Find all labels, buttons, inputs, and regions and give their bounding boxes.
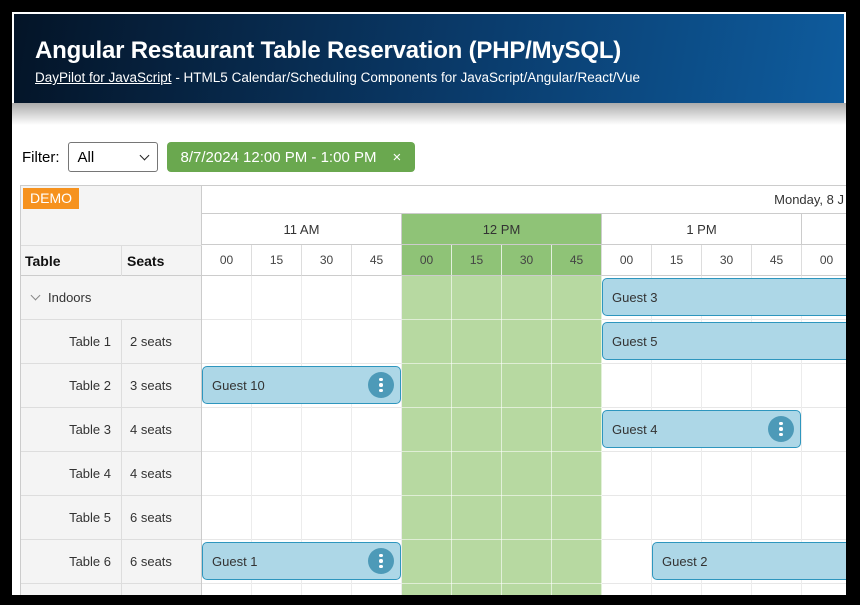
- table-seats: 4 seats: [121, 452, 201, 495]
- event-label: Guest 4: [612, 421, 658, 437]
- table-name: Table 3: [69, 422, 111, 437]
- minute-header: 30: [302, 245, 352, 276]
- hour-header-11am: 11 AM: [202, 214, 402, 245]
- app-page: Angular Restaurant Table Reservation (PH…: [12, 12, 846, 595]
- row-header-table-4: Table 4 4 seats: [21, 452, 201, 496]
- filter-label: Filter:: [22, 148, 60, 166]
- page-subtitle: DayPilot for JavaScript - HTML5 Calendar…: [35, 70, 844, 85]
- time-range-text: 8/7/2024 12:00 PM - 1:00 PM: [180, 148, 377, 166]
- minute-header-selected: 00: [402, 245, 452, 276]
- table-name: Table 1: [69, 334, 111, 349]
- minute-header-row: 00 15 30 45 00 15 30 45 00 15 30 45 00: [202, 245, 846, 276]
- hour-header-partial: [802, 214, 846, 245]
- scheduler-grid[interactable]: Guest 3 Guest 5 Guest 10 Guest 4 Guest 1…: [202, 276, 846, 595]
- row-header-table-6: Table 6 6 seats: [21, 540, 201, 584]
- hour-header-12pm-selected: 12 PM: [402, 214, 602, 245]
- page-title: Angular Restaurant Table Reservation (PH…: [35, 37, 622, 64]
- event-guest-3[interactable]: Guest 3: [602, 278, 846, 316]
- row-header-table-1: Table 1 2 seats: [21, 320, 201, 364]
- minute-header: 30: [702, 245, 752, 276]
- app-header: Angular Restaurant Table Reservation (PH…: [14, 14, 844, 103]
- event-guest-2[interactable]: Guest 2: [652, 542, 846, 580]
- minute-header-selected: 15: [452, 245, 502, 276]
- event-label: Guest 10: [212, 377, 265, 393]
- table-seats: 6 seats: [121, 540, 201, 583]
- table-name: Table 2: [69, 378, 111, 393]
- event-menu-icon[interactable]: [368, 372, 394, 398]
- minute-header: 45: [752, 245, 802, 276]
- header-shadow: [12, 103, 846, 125]
- minute-header: 00: [802, 245, 846, 276]
- table-seats: 4 seats: [121, 408, 201, 451]
- event-label: Guest 5: [612, 333, 658, 349]
- daypilot-link[interactable]: DayPilot for JavaScript: [35, 70, 172, 85]
- event-guest-10[interactable]: Guest 10: [202, 366, 401, 404]
- filter-select[interactable]: All: [67, 142, 158, 172]
- minute-header: 00: [202, 245, 252, 276]
- scheduler: DEMO Table Seats Monday, 8 J 11 AM 12 PM…: [20, 185, 846, 595]
- table-name: Table 4: [69, 466, 111, 481]
- date-header: Monday, 8 J: [202, 186, 846, 214]
- column-headers: Table Seats: [21, 245, 202, 276]
- event-label: Guest 3: [612, 289, 658, 305]
- row-header-table-2: Table 2 3 seats: [21, 364, 201, 408]
- table-seats: [121, 584, 201, 595]
- event-menu-icon[interactable]: [368, 548, 394, 574]
- table-name: Table 5: [69, 510, 111, 525]
- demo-badge: DEMO: [23, 188, 79, 209]
- event-label: Guest 1: [212, 553, 258, 569]
- table-name: Table 6: [69, 554, 111, 569]
- subtitle-text: - HTML5 Calendar/Scheduling Components f…: [171, 70, 641, 85]
- hour-header-1pm: 1 PM: [602, 214, 802, 245]
- minute-header: 15: [652, 245, 702, 276]
- group-row-label: Indoors: [48, 290, 92, 305]
- minute-header: 45: [352, 245, 402, 276]
- row-header-partial: [21, 584, 201, 595]
- table-seats: 6 seats: [121, 496, 201, 539]
- hour-header-row: 11 AM 12 PM 1 PM: [202, 214, 846, 245]
- minute-header: 15: [252, 245, 302, 276]
- chevron-down-icon: [139, 150, 149, 160]
- event-guest-1[interactable]: Guest 1: [202, 542, 401, 580]
- table-name: [21, 584, 121, 595]
- close-icon[interactable]: ×: [392, 148, 402, 166]
- chevron-down-icon[interactable]: [30, 290, 41, 301]
- event-label: Guest 2: [662, 553, 708, 569]
- selected-time-range-highlight: [402, 276, 602, 595]
- minute-header: 00: [602, 245, 652, 276]
- scheduler-corner: DEMO Table Seats: [21, 186, 202, 276]
- seats-column-header: Seats: [121, 246, 202, 276]
- event-guest-4[interactable]: Guest 4: [602, 410, 801, 448]
- row-header-table-5: Table 5 6 seats: [21, 496, 201, 540]
- minute-header-selected: 30: [502, 245, 552, 276]
- table-seats: 3 seats: [121, 364, 201, 407]
- event-guest-5[interactable]: Guest 5: [602, 322, 846, 360]
- row-headers: Indoors Table 1 2 seats Table 2 3 seats …: [21, 276, 202, 595]
- group-row-indoors[interactable]: Indoors: [21, 276, 201, 320]
- table-column-header: Table: [25, 253, 61, 269]
- minute-header-selected: 45: [552, 245, 602, 276]
- filter-select-value: All: [77, 148, 95, 166]
- filter-bar: Filter: All 8/7/2024 12:00 PM - 1:00 PM …: [22, 142, 416, 172]
- event-menu-icon[interactable]: [768, 416, 794, 442]
- row-header-table-3: Table 3 4 seats: [21, 408, 201, 452]
- time-range-badge[interactable]: 8/7/2024 12:00 PM - 1:00 PM ×: [166, 142, 416, 172]
- table-seats: 2 seats: [121, 320, 201, 363]
